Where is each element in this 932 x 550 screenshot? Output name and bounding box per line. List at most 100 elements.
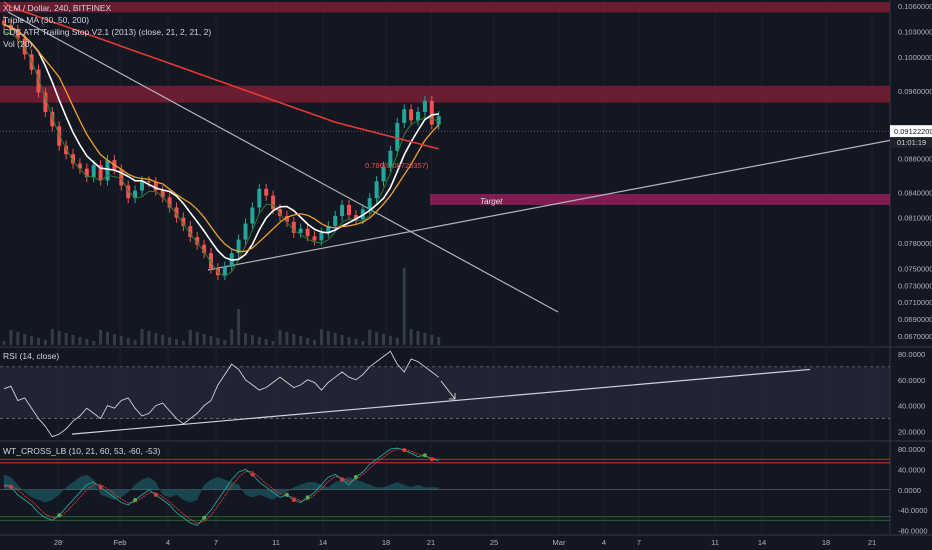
symbol-title[interactable]: XLM / Dollar, 240, BITFINEX bbox=[3, 3, 112, 13]
candle-body bbox=[264, 188, 269, 196]
volume-bar bbox=[188, 330, 192, 345]
wt-cross-dot bbox=[57, 513, 62, 518]
price-layer: 0.786(0.08720357) bbox=[2, 1, 893, 345]
volume-bar bbox=[99, 330, 103, 345]
candle-body bbox=[429, 100, 434, 125]
rsi-trendline bbox=[71, 368, 811, 435]
volume-bar bbox=[347, 337, 351, 345]
volume-bar bbox=[340, 335, 344, 345]
volume-legend[interactable]: Vol (20) bbox=[3, 39, 33, 49]
volume-bar bbox=[257, 337, 261, 345]
zones-layer: Target bbox=[0, 2, 890, 206]
candle-body bbox=[57, 126, 62, 146]
candle-body bbox=[22, 38, 27, 55]
volume-bar bbox=[306, 338, 310, 345]
wt-layer bbox=[0, 447, 890, 526]
ma-30-line bbox=[3, 24, 439, 262]
wt-cross-dot bbox=[305, 495, 310, 500]
time-axis-label: 11 bbox=[272, 538, 280, 547]
volume-bar bbox=[175, 339, 178, 345]
volume-bar bbox=[154, 333, 158, 345]
atr-trailing-stop-legend[interactable]: CDC ATR Trailing Stop V2.1 (2013) (close… bbox=[3, 27, 212, 37]
candle-body bbox=[50, 111, 55, 127]
candle-body bbox=[202, 244, 207, 254]
candle-body bbox=[181, 217, 186, 227]
volume-bar bbox=[319, 329, 323, 345]
candle-body bbox=[174, 207, 179, 218]
candle-body bbox=[409, 109, 414, 121]
time-axis-label: 4 bbox=[602, 538, 606, 547]
ma-50-line bbox=[3, 24, 440, 253]
volume-bar bbox=[382, 334, 385, 345]
candle-body bbox=[15, 29, 20, 39]
candle-body bbox=[250, 207, 255, 224]
volume-bar bbox=[230, 329, 234, 345]
candle-body bbox=[347, 204, 351, 216]
last-price-label: 0.09122200 bbox=[894, 127, 932, 136]
wt-cross-dot bbox=[202, 515, 207, 520]
volume-bar bbox=[237, 309, 241, 345]
upper-resistance-zone bbox=[0, 2, 890, 13]
wt-cross-legend[interactable]: WT_CROSS_LB (10, 21, 60, 53, -60, -53) bbox=[3, 446, 161, 456]
candle-body bbox=[84, 168, 89, 178]
volume-bar bbox=[85, 339, 89, 345]
volume-bar bbox=[326, 331, 330, 345]
volume-bar bbox=[181, 341, 185, 345]
wt-cross-dot bbox=[340, 477, 345, 482]
volume-bar bbox=[209, 336, 213, 345]
time-axis-label: Mar bbox=[553, 538, 566, 547]
volume-bar bbox=[64, 333, 68, 345]
volume-bar bbox=[244, 333, 247, 345]
time-axis-label: 18 bbox=[382, 538, 390, 547]
volume-bar bbox=[43, 340, 47, 345]
candle-body bbox=[153, 182, 158, 191]
candle-body bbox=[291, 221, 296, 233]
volume-bar bbox=[30, 336, 34, 345]
candle-body bbox=[381, 166, 386, 182]
candle-body bbox=[209, 253, 213, 269]
ascending-trendline bbox=[207, 139, 893, 271]
volume-bar bbox=[147, 331, 151, 345]
candle-body bbox=[374, 181, 379, 199]
volume-bar bbox=[375, 332, 379, 345]
time-axis-label: 21 bbox=[427, 538, 435, 547]
wt-axis-label: -40.0000 bbox=[898, 506, 928, 515]
countdown-label: 01:01:19 bbox=[897, 138, 926, 147]
wt-cross-dot bbox=[133, 497, 138, 502]
time-axis-label: 7 bbox=[637, 538, 641, 547]
candle-body bbox=[395, 122, 400, 151]
candle-body bbox=[353, 215, 358, 220]
wt2-line bbox=[3, 448, 439, 524]
candle-body bbox=[388, 150, 393, 167]
wt-cross-dot bbox=[402, 448, 407, 453]
volume-bar bbox=[161, 335, 165, 345]
candle-body bbox=[416, 111, 420, 121]
time-axis-label: 7 bbox=[214, 538, 218, 547]
wt1-line bbox=[3, 447, 439, 526]
volume-bar bbox=[313, 340, 316, 345]
candle-body bbox=[319, 232, 324, 241]
time-axis-label: 14 bbox=[758, 538, 766, 547]
volume-bar bbox=[416, 331, 420, 345]
rsi-legend[interactable]: RSI (14, close) bbox=[3, 351, 60, 361]
time-axis-label: 28 bbox=[54, 538, 62, 547]
volume-bar bbox=[168, 337, 172, 345]
volume-bar bbox=[71, 335, 75, 345]
wt-cross-dot bbox=[291, 497, 296, 502]
rsi-layer bbox=[0, 350, 890, 438]
rsi-axis-label: 80.0000 bbox=[898, 350, 925, 359]
wt-axis-label: 80.0000 bbox=[898, 445, 925, 454]
triple-ma-legend[interactable]: Triple MA (30, 50, 200) bbox=[3, 15, 90, 25]
candle-body bbox=[284, 215, 289, 222]
